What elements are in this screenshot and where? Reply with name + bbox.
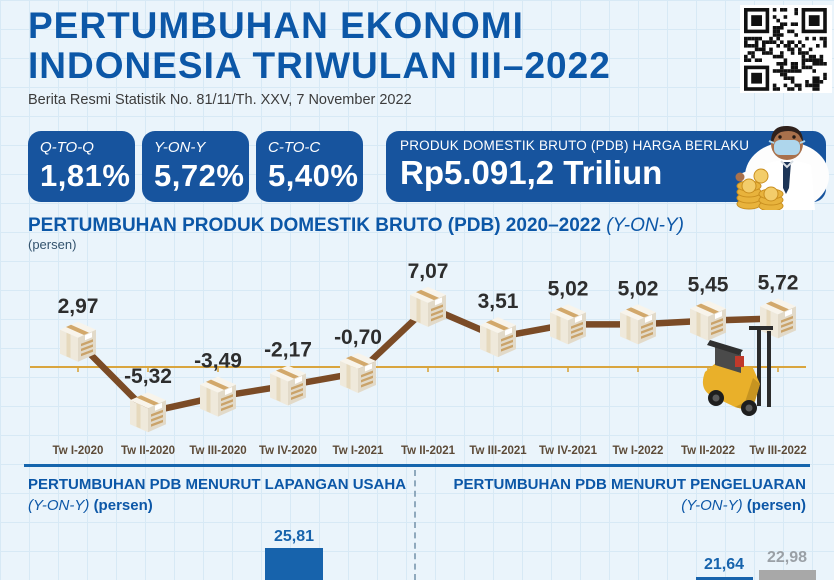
- data-point-label: 2,97: [58, 295, 99, 318]
- line-chart-title-yony: (Y-ON-Y): [606, 215, 684, 236]
- data-point-label: 7,07: [408, 260, 449, 283]
- data-point-label: -0,70: [334, 326, 382, 349]
- line-chart-unit: (persen): [28, 237, 77, 252]
- x-axis-label: Tw III-2020: [189, 445, 246, 457]
- page-title-line2: INDONESIA TRIWULAN III–2022: [28, 45, 611, 86]
- bar: [759, 570, 816, 580]
- section-divider: [24, 464, 810, 467]
- stat-label: Y-ON-Y: [154, 139, 206, 156]
- data-point-label: -3,49: [194, 350, 242, 373]
- data-point-label: 5,02: [548, 277, 589, 300]
- cardboard-box-icon: [690, 300, 726, 341]
- cardboard-box-icon: [270, 365, 306, 406]
- cardboard-box-icon: [340, 352, 376, 393]
- bar-label: 22,98: [766, 549, 808, 566]
- stat-card-qtoq: Q-TO-Q 1,81%: [28, 131, 135, 202]
- x-axis-label: Tw IV-2021: [539, 445, 598, 457]
- dashed-divider: [414, 470, 416, 580]
- stat-value: 5,72%: [154, 158, 245, 193]
- bar-label: 25,81: [273, 528, 315, 545]
- cardboard-box-icon: [480, 317, 516, 358]
- subtitle: Berita Resmi Statistik No. 81/11/Th. XXV…: [28, 92, 412, 108]
- pdb-card: PRODUK DOMESTIK BRUTO (PDB) HARGA BERLAK…: [386, 131, 826, 202]
- cardboard-box-icon: [620, 304, 656, 345]
- forklift-icon: [702, 326, 773, 416]
- stat-label: Q-TO-Q: [40, 139, 94, 156]
- bottom-left-header: PERTUMBUHAN PDB MENURUT LAPANGAN USAHA (…: [28, 474, 408, 516]
- bottom-left-title: PERTUMBUHAN PDB MENURUT LAPANGAN USAHA: [28, 476, 407, 493]
- bottom-right-header: PERTUMBUHAN PDB MENURUT PENGELUARAN (Y-O…: [426, 474, 807, 516]
- cardboard-box-icon: [200, 376, 236, 417]
- data-point-label: 3,51: [478, 290, 519, 313]
- cardboard-box-icon: [410, 286, 446, 327]
- cardboard-box-icon: [760, 298, 796, 339]
- x-axis-label: Tw I-2020: [53, 445, 104, 457]
- line-chart-title-text: PERTUMBUHAN PRODUK DOMESTIK BRUTO (PDB) …: [28, 215, 601, 236]
- data-point-label: 5,72: [758, 271, 799, 294]
- page-title: PERTUMBUHAN EKONOMI INDONESIA TRIWULAN I…: [28, 6, 611, 86]
- cardboard-box-icon: [130, 392, 166, 433]
- pdb-card-label: PRODUK DOMESTIK BRUTO (PDB) HARGA BERLAK…: [400, 138, 750, 153]
- stat-card-ctoc: C-TO-C 5,40%: [256, 131, 363, 202]
- x-axis-label: Tw I-2022: [613, 445, 664, 457]
- page-title-line1: PERTUMBUHAN EKONOMI: [28, 5, 524, 46]
- x-axis-label: Tw II-2021: [401, 445, 456, 457]
- x-axis-label: Tw IV-2020: [259, 445, 317, 457]
- cardboard-box-icon: [550, 304, 586, 345]
- bar-label: 21,64: [703, 556, 745, 573]
- pdb-card-value: Rp5.091,2 Triliun: [400, 154, 663, 191]
- stat-card-yony: Y-ON-Y 5,72%: [142, 131, 249, 202]
- pdb-line-chart: 2,97 -5,32 -3,49 -2,17 -0,70 7,07 3,51 5,02 5,02…: [30, 260, 807, 457]
- cardboard-box-icon: [60, 321, 96, 362]
- data-point-label: 5,02: [618, 277, 659, 300]
- stat-value: 5,40%: [268, 158, 359, 193]
- data-point-label: -5,32: [124, 365, 172, 388]
- bar: [265, 548, 323, 580]
- bar: [696, 577, 753, 580]
- stat-label: C-TO-C: [268, 139, 321, 156]
- x-axis-label: Tw III-2022: [749, 445, 806, 457]
- x-axis-label: Tw II-2022: [681, 445, 735, 457]
- line-chart-title: PERTUMBUHAN PRODUK DOMESTIK BRUTO (PDB) …: [28, 215, 684, 237]
- x-axis-label: Tw II-2020: [121, 445, 175, 457]
- x-axis-label: Tw I-2021: [333, 445, 385, 457]
- data-point-label: 5,45: [688, 274, 729, 297]
- stat-value: 1,81%: [40, 158, 131, 193]
- qr-code-pattern: [744, 8, 827, 91]
- bottom-right-title: PERTUMBUHAN PDB MENURUT PENGELUARAN: [453, 476, 807, 493]
- bottom-right-subtitle: (Y-ON-Y) (persen): [681, 497, 806, 514]
- x-axis-label: Tw III-2021: [469, 445, 527, 457]
- data-point-label: -2,17: [264, 338, 312, 361]
- bottom-left-subtitle: (Y-ON-Y) (persen): [28, 497, 153, 514]
- qr-code: [740, 5, 832, 93]
